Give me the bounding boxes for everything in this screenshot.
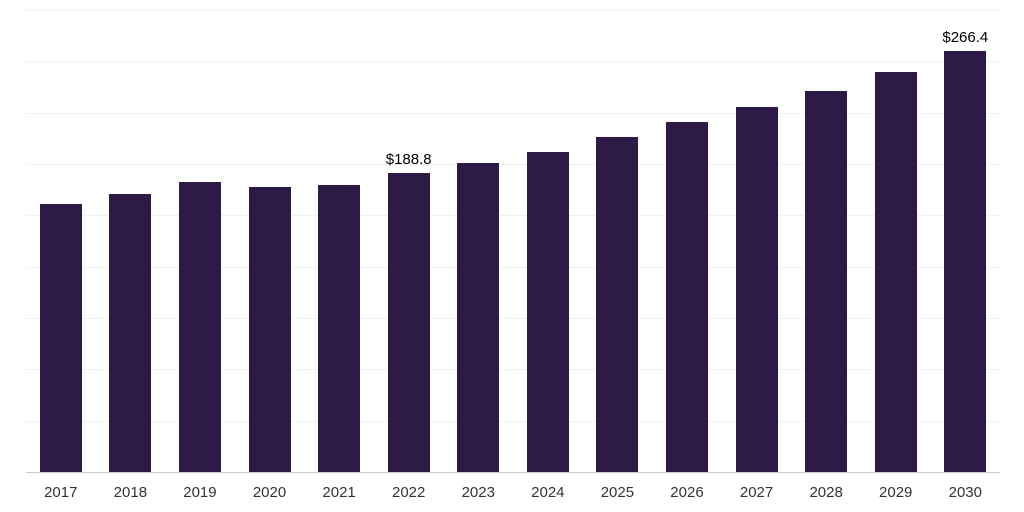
bar-2025 <box>596 136 639 472</box>
x-axis-baseline <box>26 472 1000 473</box>
bar-column-2026 <box>652 10 722 472</box>
x-tick-2019: 2019 <box>183 483 217 501</box>
gridline <box>26 317 1000 319</box>
gridline <box>26 61 1000 63</box>
x-tick-2030: 2030 <box>948 483 982 501</box>
gridline <box>26 163 1000 165</box>
x-axis: 2017 2018 2019 2020 2021 2022 2023 2024 2025 2026… <box>26 472 1000 512</box>
bar-column-2027 <box>722 10 792 472</box>
x-tick-2020: 2020 <box>252 483 287 501</box>
bar-2017 <box>39 204 82 472</box>
x-tick-2025: 2025 <box>600 483 635 501</box>
x-tick-2017: 2017 <box>44 483 78 501</box>
data-label-2030: $266.4 <box>942 28 989 46</box>
bar-column-2017 <box>26 10 96 472</box>
bar-2027 <box>735 106 778 472</box>
bar-2030: $266.4 <box>942 29 988 472</box>
bar-2028 <box>805 90 848 472</box>
bar-column-2022: $188.8 <box>374 10 444 472</box>
bar-column-2020 <box>235 10 305 472</box>
gridline <box>26 112 1000 114</box>
bar-column-2025 <box>583 10 653 472</box>
x-tick-2028: 2028 <box>809 483 843 501</box>
x-tick-2022: 2022 <box>391 483 426 501</box>
bar-column-2030: $266.4 <box>931 10 1001 472</box>
data-label-2022: $188.8 <box>385 151 432 169</box>
bar-2023 <box>457 162 500 472</box>
bar-column-2018 <box>96 10 166 472</box>
bar-2021 <box>318 185 361 472</box>
bar-column-2024 <box>513 10 583 472</box>
bar-column-2023 <box>443 10 513 472</box>
bar-column-2029 <box>861 10 931 472</box>
gridline <box>26 215 1000 217</box>
x-tick-2029: 2029 <box>879 483 913 501</box>
x-tick-2026: 2026 <box>670 483 704 501</box>
x-tick-2018: 2018 <box>113 483 148 501</box>
bar-2022: $188.8 <box>386 151 432 472</box>
x-tick-2024: 2024 <box>531 483 565 501</box>
bar-2029 <box>874 71 917 472</box>
gridline <box>26 266 1000 268</box>
x-tick-2021: 2021 <box>322 483 356 501</box>
bar-column-2028 <box>791 10 861 472</box>
gridline <box>26 10 1000 11</box>
bar-column-2019 <box>165 10 235 472</box>
bar-2018 <box>109 193 152 472</box>
bar-2026 <box>665 122 708 472</box>
bar-2019 <box>178 182 221 472</box>
bar-column-2021 <box>304 10 374 472</box>
gridline <box>26 369 1000 371</box>
gridline <box>26 420 1000 422</box>
x-tick-2027: 2027 <box>739 483 774 501</box>
x-tick-2023: 2023 <box>461 483 495 501</box>
plot-area: $188.8 $266.4 <box>26 10 1001 473</box>
bar-2020 <box>248 187 291 472</box>
bar-2024 <box>526 151 569 472</box>
